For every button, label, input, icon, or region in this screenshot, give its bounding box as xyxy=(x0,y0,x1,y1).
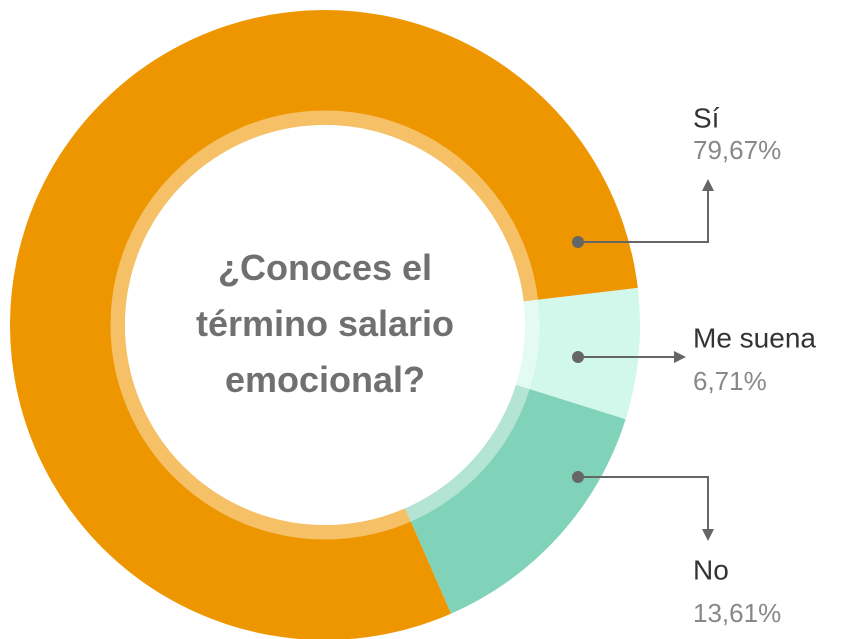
leader-line xyxy=(578,179,714,243)
leader-dot xyxy=(572,236,584,248)
leader-line xyxy=(578,476,714,541)
inner-ring xyxy=(110,110,540,540)
donut-slice xyxy=(10,10,638,639)
slice-label: No xyxy=(693,554,729,585)
donut-slice xyxy=(405,384,626,614)
value-label: 6,71% xyxy=(693,366,767,396)
leader-dot xyxy=(572,471,584,483)
chart-title: ¿Conoces el término salario emocional? xyxy=(195,247,455,400)
leader-dot xyxy=(572,351,584,363)
slice-label: Me suena xyxy=(693,322,816,353)
donut-hole xyxy=(125,125,525,525)
value-label: 13,61% xyxy=(693,598,781,628)
value-label: 79,67% xyxy=(693,135,781,165)
slice-label: Sí xyxy=(693,102,720,133)
